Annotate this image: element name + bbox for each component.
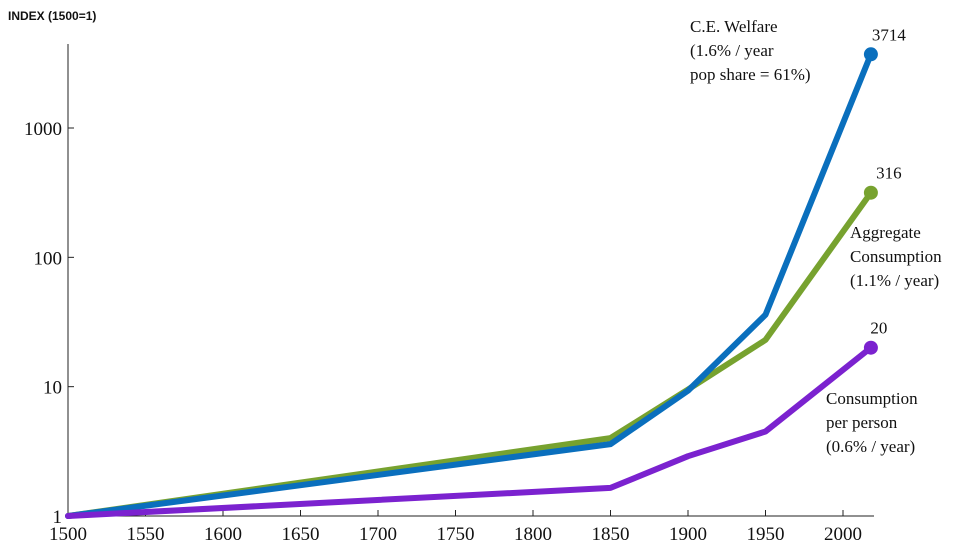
y-tick-label: 1 bbox=[53, 507, 63, 528]
ticks: 1500 1550 1600 1650 1700 1750 1800 1850 1900 1950… bbox=[24, 119, 862, 545]
x-tick-label: 1800 bbox=[514, 524, 552, 545]
y-tick-label: 1000 bbox=[24, 119, 62, 140]
x-tick-label: 1650 bbox=[282, 524, 320, 545]
series-line-aggregate bbox=[65, 189, 874, 519]
x-tick-label: 1850 bbox=[592, 524, 630, 545]
x-tick-label: 1500 bbox=[49, 524, 87, 545]
x-tick-label: 1700 bbox=[359, 524, 397, 545]
series bbox=[65, 47, 878, 519]
series-line-welfare bbox=[65, 51, 874, 519]
series-annotation-aggregate: (1.1% / year) bbox=[850, 271, 939, 290]
x-tick-label: 1750 bbox=[437, 524, 475, 545]
x-tick-label: 2000 bbox=[824, 524, 862, 545]
x-tick-label: 1950 bbox=[747, 524, 785, 545]
series-endpoint-aggregate bbox=[863, 185, 878, 200]
series-annotation-perperson: (0.6% / year) bbox=[826, 437, 915, 456]
series-annotation-perperson: per person bbox=[826, 413, 898, 432]
end-value-label-aggregate: 316 bbox=[876, 164, 902, 183]
series-line-perperson bbox=[65, 344, 874, 519]
series-endpoint-welfare bbox=[863, 47, 878, 62]
series-labels: 316 Aggregate Consumption (1.1% / year) 3714… bbox=[690, 17, 942, 456]
series-annotation-welfare: C.E. Welfare bbox=[690, 17, 778, 36]
series-annotation-aggregate: Consumption bbox=[850, 247, 942, 266]
y-tick-label: 10 bbox=[43, 378, 62, 399]
series-annotation-welfare: (1.6% / year bbox=[690, 41, 774, 60]
series-annotation-welfare: pop share = 61%) bbox=[690, 65, 811, 84]
x-tick-label: 1900 bbox=[669, 524, 707, 545]
y-axis-title: INDEX (1500=1) bbox=[8, 9, 96, 23]
series-endpoint-perperson bbox=[863, 340, 878, 355]
x-tick-label: 1550 bbox=[127, 524, 165, 545]
y-tick-label: 100 bbox=[34, 248, 63, 269]
series-annotation-aggregate: Aggregate bbox=[850, 223, 921, 242]
x-tick-label: 1600 bbox=[204, 524, 242, 545]
series-annotation-perperson: Consumption bbox=[826, 389, 918, 408]
end-value-label-welfare: 3714 bbox=[872, 25, 907, 44]
axes bbox=[67, 44, 874, 517]
end-value-label-perperson: 20 bbox=[870, 319, 887, 338]
